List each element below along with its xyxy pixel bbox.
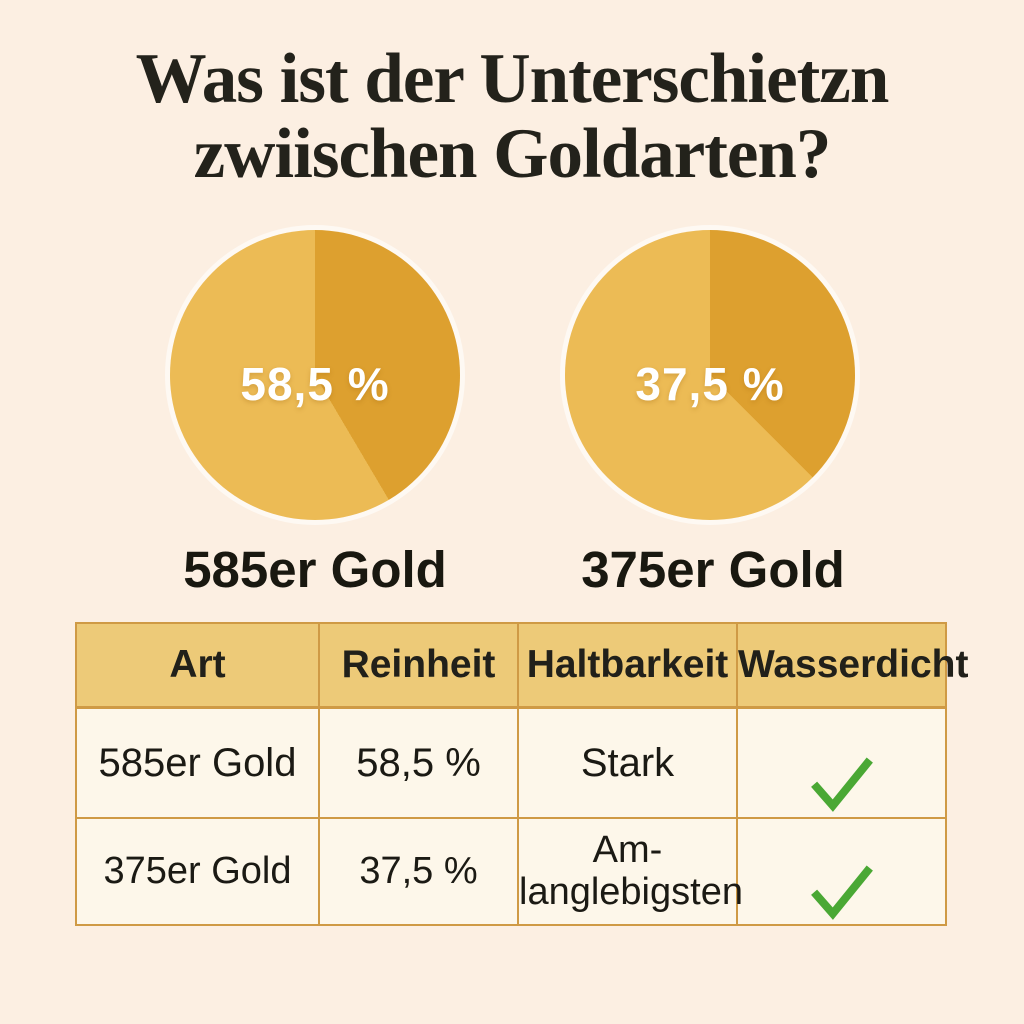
header-reinheit: Reinheit [318,622,519,709]
cell-wasserdicht [736,706,947,819]
page-title-line1: Was ist der Unterschietzn [135,40,890,118]
cell-reinheit: 37,5 % [318,817,519,926]
page-title: Was ist der Unterschietzn zwiischen Gold… [0,40,1024,194]
pie-chart-585er-gold: 58,5 % [170,230,460,520]
check-icon [810,757,873,813]
header-wasserdicht: Wasserdicht [736,622,968,709]
cell-haltbarkeit: Am- langlebigsten [517,817,743,926]
check-icon [810,865,873,920]
table-row: 375er Gold 37,5 % Am- langlebigsten [75,817,947,926]
cell-art: 375er Gold [75,817,320,926]
cell-art: 585er Gold [75,706,320,819]
cell-reinheit: 58,5 % [318,706,519,819]
table-header-row: Art Reinheit Haltbarkeit Wasserdicht [75,622,968,709]
pie-center-label: 37,5 % [635,358,785,410]
page-title-line2: zwiischen Goldarten? [193,115,832,194]
cell-haltbarkeit: Stark [517,706,738,819]
pie-chart-375er-gold: 37,5 % [565,230,855,520]
pie-center-label: 58,5 % [240,358,390,410]
pie-caption-375er-gold: 375er Gold [581,541,845,598]
pie-caption-585er-gold: 585er Gold [183,541,447,598]
cell-wasserdicht [736,817,947,926]
header-art: Art [75,622,320,709]
comparison-table: Art Reinheit Haltbarkeit Wasserdicht 585… [75,622,968,926]
table-row: 585er Gold 58,5 % Stark [75,706,947,819]
header-haltbarkeit: Haltbarkeit [517,622,738,709]
